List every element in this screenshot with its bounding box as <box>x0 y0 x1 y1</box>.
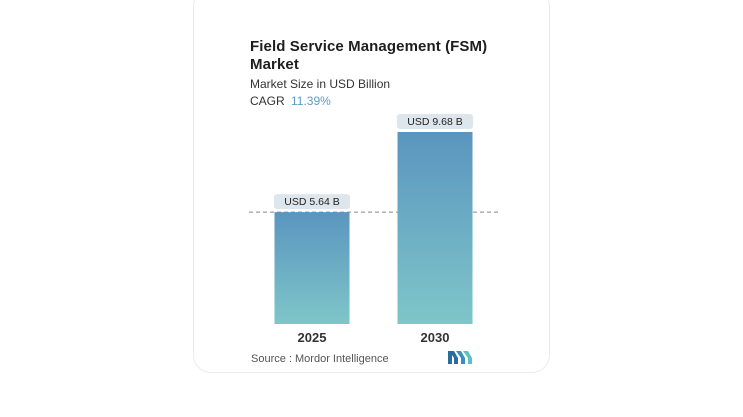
chart-title: Field Service Management (FSM) Market <box>250 38 488 73</box>
x-tick-label-2030: 2030 <box>421 330 450 345</box>
bar-2030 <box>397 132 473 324</box>
data-label-bg-2030 <box>397 114 473 129</box>
x-tick-label-2025: 2025 <box>298 330 327 345</box>
data-label-2025: USD 5.64 B <box>284 196 339 208</box>
data-label-2030: USD 9.68 B <box>407 116 462 128</box>
mordor-intelligence-logo-icon <box>448 350 474 369</box>
chart-subtitle: Market Size in USD Billion <box>250 77 391 91</box>
data-label-bg-2025 <box>274 194 350 210</box>
chart-card <box>193 0 550 373</box>
cagr-line: CAGR 11.39% <box>250 94 331 108</box>
source-text: Source : Mordor Intelligence <box>251 353 389 365</box>
bar-2025 <box>274 212 350 324</box>
cagr-value: 11.39% <box>291 94 331 108</box>
cagr-label: CAGR <box>250 94 285 108</box>
